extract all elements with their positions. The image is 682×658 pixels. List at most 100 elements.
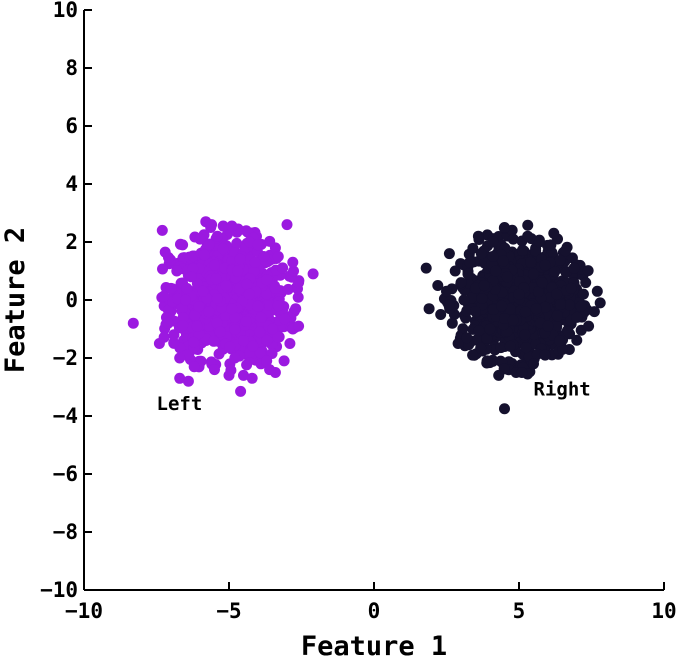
scatter-point bbox=[220, 280, 232, 291]
scatter-point bbox=[238, 335, 249, 347]
scatter-point bbox=[420, 262, 432, 274]
scatter-point bbox=[489, 283, 501, 295]
x-tick-label: −5 bbox=[216, 599, 241, 623]
scatter-point bbox=[435, 309, 447, 320]
scatter-point bbox=[571, 311, 583, 323]
scatter-point bbox=[549, 266, 561, 278]
scatter-point bbox=[208, 335, 220, 347]
scatter-point bbox=[255, 311, 267, 323]
scatter-point bbox=[554, 298, 566, 310]
scatter-point bbox=[504, 303, 516, 315]
scatter-point bbox=[475, 248, 487, 260]
scatter-point bbox=[224, 341, 236, 353]
scatter-point bbox=[577, 288, 589, 300]
scatter-point bbox=[281, 219, 293, 231]
scatter-point bbox=[241, 278, 253, 290]
scatter-point bbox=[211, 317, 223, 329]
scatter-point bbox=[545, 239, 557, 251]
scatter-point bbox=[532, 286, 544, 298]
scatter-point bbox=[478, 280, 490, 291]
scatter-point bbox=[307, 268, 319, 280]
scatter-point bbox=[209, 364, 220, 376]
scatter-point bbox=[232, 265, 244, 277]
scatter-point bbox=[187, 250, 199, 262]
scatter-point bbox=[520, 342, 532, 354]
scatter-point bbox=[495, 342, 507, 354]
scatter-point bbox=[507, 314, 519, 326]
scatter-point bbox=[462, 268, 474, 280]
scatter-point bbox=[165, 282, 177, 294]
y-tick-label: 10 bbox=[53, 0, 78, 22]
scatter-point bbox=[475, 342, 487, 354]
scatter-point bbox=[542, 320, 554, 332]
scatter-point bbox=[229, 352, 241, 364]
scatter-point bbox=[243, 288, 255, 300]
scatter-point bbox=[168, 329, 180, 341]
scatter-point bbox=[217, 243, 229, 255]
scatter-point bbox=[513, 288, 525, 300]
y-tick-label: 4 bbox=[65, 172, 78, 196]
scatter-point bbox=[568, 262, 580, 274]
points-layer bbox=[127, 216, 606, 415]
scatter-point bbox=[284, 338, 296, 349]
scatter-point bbox=[530, 303, 542, 315]
scatter-point bbox=[229, 323, 241, 335]
scatter-point bbox=[288, 265, 300, 277]
scatter-point bbox=[504, 340, 516, 352]
scatter-point bbox=[516, 367, 528, 378]
scatter-point bbox=[560, 266, 572, 278]
scatter-point bbox=[449, 265, 461, 277]
scatter-point bbox=[226, 303, 238, 315]
scatter-point bbox=[472, 333, 484, 345]
scatter-point bbox=[287, 256, 299, 268]
scatter-point bbox=[258, 251, 270, 262]
scatter-point bbox=[487, 251, 499, 262]
scatter-point bbox=[157, 263, 169, 275]
scatter-point bbox=[235, 385, 247, 397]
scatter-point bbox=[539, 349, 551, 361]
scatter-point bbox=[571, 334, 583, 346]
scatter-point bbox=[267, 323, 278, 335]
scatter-point bbox=[231, 237, 243, 249]
annotation-right: Right bbox=[534, 379, 591, 401]
scatter-point bbox=[533, 236, 545, 248]
scatter-point bbox=[229, 311, 241, 323]
scatter-point bbox=[211, 293, 223, 305]
scatter-point bbox=[197, 285, 209, 297]
scatter-point bbox=[181, 282, 193, 294]
scatter-point bbox=[467, 349, 479, 361]
scatter-point bbox=[226, 220, 238, 232]
x-tick-label: 5 bbox=[513, 599, 526, 623]
y-tick-label: 2 bbox=[65, 230, 78, 254]
scatter-point bbox=[443, 248, 455, 260]
scatter-point bbox=[261, 355, 273, 367]
scatter-point bbox=[153, 338, 165, 349]
y-tick-label: −4 bbox=[53, 404, 78, 428]
scatter-point bbox=[551, 288, 563, 300]
scatter-point bbox=[470, 282, 482, 294]
scatter-point bbox=[484, 323, 496, 335]
scatter-point bbox=[487, 236, 499, 248]
scatter-point bbox=[293, 320, 305, 332]
scatter-point bbox=[246, 372, 258, 384]
scatter-point bbox=[177, 312, 189, 324]
scatter-point bbox=[272, 331, 284, 343]
scatter-point bbox=[193, 301, 205, 313]
y-tick-label: 6 bbox=[65, 114, 78, 138]
scatter-point bbox=[455, 277, 467, 289]
scatter-point bbox=[496, 300, 508, 312]
scatter-point bbox=[528, 268, 539, 280]
scatter-point bbox=[441, 285, 452, 297]
scatter-point bbox=[214, 326, 226, 338]
scatter-point bbox=[198, 249, 210, 261]
scatter-point bbox=[171, 265, 183, 277]
scatter-point bbox=[279, 313, 291, 325]
scatter-point bbox=[269, 282, 281, 294]
scatter-point bbox=[582, 265, 594, 277]
scatter-point bbox=[580, 277, 592, 289]
scatter-point bbox=[261, 334, 273, 346]
scatter-point bbox=[194, 233, 206, 245]
scatter-point bbox=[588, 306, 600, 318]
scatter-point bbox=[188, 336, 200, 348]
scatter-point bbox=[472, 230, 484, 242]
